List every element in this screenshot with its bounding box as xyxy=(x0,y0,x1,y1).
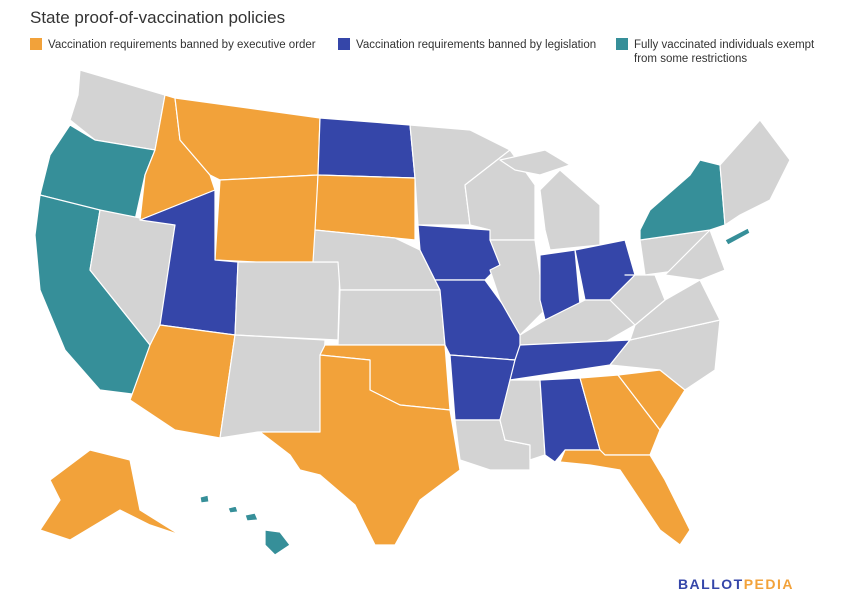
legend-swatch xyxy=(30,38,42,50)
legend-swatch xyxy=(338,38,350,50)
state xyxy=(489,239,546,336)
state xyxy=(499,149,571,176)
legend-label: Vaccination requirements banned by legis… xyxy=(356,39,597,51)
state xyxy=(219,334,326,439)
state xyxy=(719,119,791,226)
state xyxy=(724,227,751,246)
state xyxy=(244,512,259,522)
state xyxy=(227,505,239,514)
legend-swatch xyxy=(616,38,628,50)
state xyxy=(259,354,461,546)
title: State proof-of-vaccination policies xyxy=(30,8,286,27)
state xyxy=(639,159,726,241)
state xyxy=(39,124,156,221)
logo-part: PEDIA xyxy=(743,576,794,592)
state xyxy=(509,339,631,381)
state xyxy=(199,494,210,504)
state xyxy=(337,289,446,346)
state xyxy=(559,449,691,546)
state xyxy=(264,529,291,556)
state xyxy=(609,274,666,326)
state xyxy=(234,261,341,341)
legend-item: Vaccination requirements banned by execu… xyxy=(30,38,316,52)
state xyxy=(317,117,416,179)
state xyxy=(539,169,601,251)
logo: BALLOTPEDIA xyxy=(678,576,794,592)
legend-label: Fully vaccinated individuals exempt from… xyxy=(634,39,815,65)
logo-part: BALLOT xyxy=(677,576,744,592)
legend-label: Vaccination requirements banned by execu… xyxy=(48,39,316,51)
legend-item: Fully vaccinated individuals exempt from… xyxy=(616,38,816,66)
state xyxy=(417,224,501,281)
state xyxy=(214,174,319,266)
legend-item: Vaccination requirements banned by legis… xyxy=(338,38,596,52)
state xyxy=(664,229,726,281)
state xyxy=(39,449,181,541)
state xyxy=(314,174,416,241)
